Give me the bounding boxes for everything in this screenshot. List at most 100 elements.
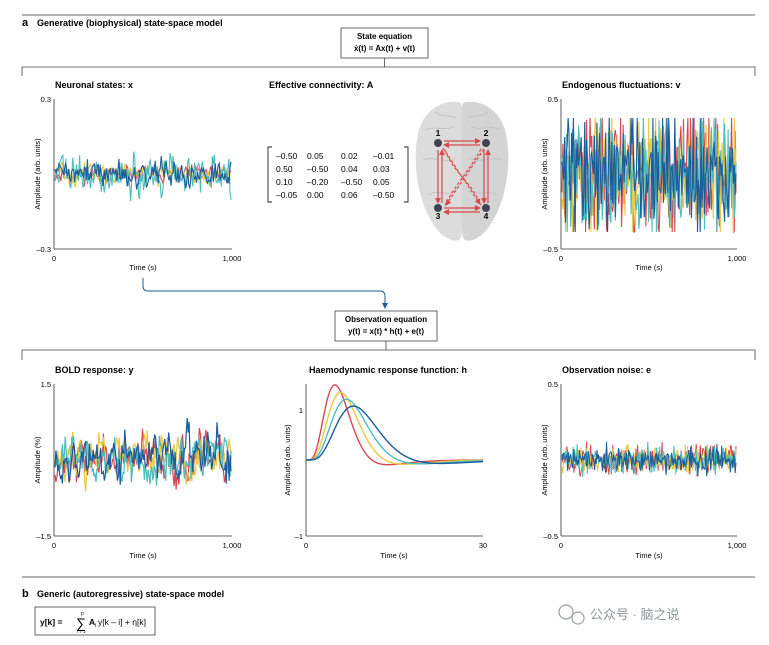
neuronal-xlabel: Time (s): [129, 263, 157, 272]
hrf-xmin: 0: [304, 541, 308, 550]
hrf-curve-red: [306, 384, 483, 466]
brain-network: 1 2 3 4: [415, 101, 509, 241]
neuronal-title: Neuronal states: x: [55, 80, 133, 90]
ar-sum-sign: ∑: [76, 615, 86, 631]
noise-ymin: –0.5: [543, 532, 558, 541]
ar-sub: i: [95, 623, 96, 629]
matrix-cell: –0.50: [341, 177, 363, 187]
hrf-xmax: 30: [479, 541, 487, 550]
ar-sum-top: p: [81, 611, 84, 617]
trace-blue: [561, 117, 737, 233]
matrix-right-bracket: [404, 146, 409, 203]
endogenous-xlabel: Time (s): [635, 263, 663, 272]
connectivity-matrix: –0.50 0.05 0.02 –0.01 0.50 –0.50 0.04 0.03 0.10 –…: [267, 146, 409, 203]
noise-xmin: 0: [559, 541, 563, 550]
neuronal-ymax: 0.3: [41, 95, 51, 104]
neuronal-xmax: 1,000: [223, 254, 242, 263]
node-3-label: 3: [436, 211, 441, 221]
matrix-cell: 0.05: [373, 177, 390, 187]
connector-arrow: [142, 278, 388, 309]
trace-blue: [561, 441, 737, 477]
neuronal-ymin: –0.3: [36, 245, 51, 254]
connection-arrows: [435, 138, 491, 215]
hrf-xlabel: Time (s): [380, 551, 408, 560]
matrix-cell: 0.05: [307, 151, 324, 161]
observation-equation-box: [334, 310, 438, 342]
hrf-curve-yellow: [306, 391, 483, 466]
noise-xlabel: Time (s): [635, 551, 663, 560]
section-b-title: Generic (autoregressive) state-space mod…: [37, 589, 224, 599]
neuronal-xmin: 0: [52, 254, 56, 263]
trace-red: [54, 428, 232, 490]
bold-title: BOLD response: y: [55, 365, 134, 375]
hrf-curve-teal: [306, 398, 483, 465]
section-a-letter: a: [22, 17, 29, 29]
noise-ylabel: Amplitude (arb. units): [540, 424, 549, 496]
bold-ymax: 1.5: [41, 380, 51, 389]
hrf-ylabel: Amplitude (arb. units): [283, 424, 292, 496]
matrix-cell: 0.04: [341, 164, 358, 174]
endogenous-ymax: 0.5: [548, 95, 558, 104]
endogenous-xmax: 1,000: [728, 254, 747, 263]
matrix-cell: –0.50: [276, 151, 298, 161]
matrix-left-bracket: [267, 146, 272, 203]
ar-lhs: y[k] =: [40, 617, 62, 627]
hrf-ymax: 1: [299, 406, 303, 415]
trace-blue: [54, 417, 232, 485]
observation-bracket: [21, 349, 756, 360]
state-bracket: [21, 66, 756, 76]
node-4: [482, 204, 490, 212]
neuronal-ylabel: Amplitude (arb. units): [33, 138, 42, 210]
trace-blue: [54, 156, 232, 190]
bold-plot: 1.5 –1.5 0 1,000 Time (s) Amplitude (%): [33, 380, 241, 560]
matrix-cell: –0.50: [307, 164, 329, 174]
node-1: [434, 139, 442, 147]
matrix-cell: –0.01: [373, 151, 395, 161]
observation-equation-title: Observation equation: [345, 315, 427, 324]
ar-equation: y[k] = ∑ p i = 1 A i y[k – i] + η[k]: [40, 611, 146, 634]
state-equation-formula: ẋ(t) = Ax(t) + v(t): [354, 44, 415, 53]
brain-left-hemisphere: [415, 101, 463, 241]
matrix-cell: 0.10: [276, 177, 293, 187]
matrix-cell: 0.03: [373, 164, 390, 174]
noise-xmax: 1,000: [728, 541, 747, 550]
ar-equation-box: [34, 606, 156, 636]
bold-xlabel: Time (s): [129, 551, 157, 560]
node-2-label: 2: [484, 128, 489, 138]
noise-title: Observation noise: e: [562, 365, 651, 375]
bold-ylabel: Amplitude (%): [33, 436, 42, 484]
wechat-icon: [558, 604, 574, 620]
ar-tail: y[k – i] + η[k]: [98, 617, 146, 627]
hrf-ymin: –1: [295, 532, 303, 541]
section-b-letter: b: [22, 588, 29, 600]
matrix-cell: 0.50: [276, 164, 293, 174]
brain-right-hemisphere: [461, 101, 509, 241]
bold-ymin: –1.5: [36, 532, 51, 541]
neuronal-plot: 0.3 –0.3 0 1,000 Time (s) Amplitude (arb…: [33, 95, 241, 272]
wechat-icon-small: [571, 611, 585, 625]
node-3: [434, 204, 442, 212]
matrix-cell: 0.00: [307, 190, 324, 200]
state-equation-title: State equation: [357, 32, 412, 41]
watermark-text: 公众号 · 脑之说: [590, 607, 680, 622]
matrix-cell: –0.50: [373, 190, 395, 200]
endogenous-title: Endogenous fluctuations: v: [562, 80, 681, 90]
matrix-cell: 0.02: [341, 151, 358, 161]
endogenous-plot: 0.5 –0.5 0 1,000 Time (s) Amplitude (arb…: [540, 95, 746, 272]
bold-xmin: 0: [52, 541, 56, 550]
watermark: 公众号 · 脑之说: [558, 604, 680, 625]
matrix-cell: –0.05: [276, 190, 298, 200]
hrf-plot: 1 –1 0 30 Time (s) Amplitude (arb. units…: [283, 384, 487, 560]
noise-plot: 0.5 –0.5 0 1,000 Time (s) Amplitude (arb…: [540, 380, 746, 560]
matrix-cell: 0.06: [341, 190, 358, 200]
node-4-label: 4: [484, 211, 489, 221]
node-1-label: 1: [436, 128, 441, 138]
connectivity-title: Effective connectivity: A: [269, 80, 374, 90]
noise-ymax: 0.5: [548, 380, 558, 389]
node-2: [482, 139, 490, 147]
hrf-curve-blue: [306, 405, 483, 465]
trace-yellow: [54, 430, 232, 492]
endogenous-ylabel: Amplitude (arb. units): [540, 138, 549, 210]
section-a-title: Generative (biophysical) state-space mod…: [37, 18, 223, 28]
